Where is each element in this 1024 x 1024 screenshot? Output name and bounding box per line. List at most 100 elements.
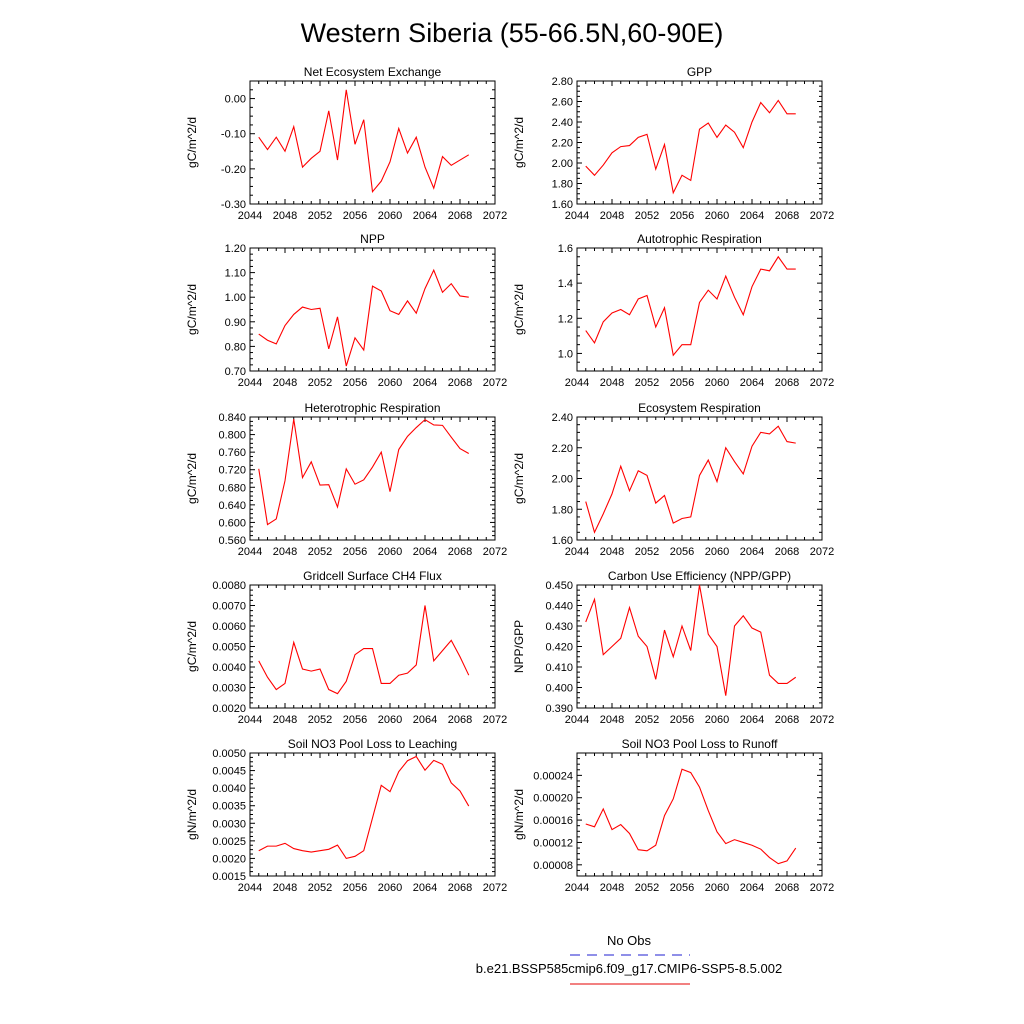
y-axis-label: gC/m^2/d — [185, 117, 199, 168]
y-tick-label: 2.40 — [552, 117, 573, 129]
x-tick-label: 2060 — [378, 546, 402, 558]
x-tick-label: 2052 — [635, 377, 659, 389]
legend-label-model: b.e21.BSSP585cmip6.f09_g17.CMIP6-SSP5-8.… — [476, 961, 782, 976]
chart-title: Heterotrophic Respiration — [304, 401, 440, 415]
y-tick-label: 1.2 — [558, 313, 573, 325]
x-tick-label: 2060 — [378, 210, 402, 222]
x-tick-label: 2064 — [413, 210, 437, 222]
y-tick-label: 0.640 — [218, 500, 246, 512]
x-tick-label: 2044 — [238, 882, 262, 894]
y-tick-label: 0.0020 — [212, 703, 246, 715]
x-tick-label: 2068 — [448, 546, 472, 558]
x-tick-label: 2052 — [635, 210, 659, 222]
x-tick-label: 2072 — [810, 210, 834, 222]
plot-frame — [576, 80, 823, 205]
chart-gpp: GPP gC/m^2/d 2044 2048 2052 2056 2060 2064 2068 2… — [512, 65, 834, 222]
x-tick-label: 2072 — [483, 714, 507, 726]
y-tick-label: 1.6 — [558, 243, 573, 255]
x-tick-label: 2048 — [273, 377, 297, 389]
x-tick-label: 2052 — [308, 714, 332, 726]
y-tick-label: 1.0 — [558, 348, 573, 360]
y-axis-label: gC/m^2/d — [512, 284, 526, 335]
x-tick-label: 2056 — [670, 210, 694, 222]
x-tick-label: 2064 — [740, 377, 764, 389]
legend-label-no-obs: No Obs — [607, 933, 652, 948]
x-tick-label: 2044 — [565, 210, 589, 222]
x-tick-label: 2048 — [273, 546, 297, 558]
y-tick-label: 0.0015 — [212, 871, 246, 883]
x-tick-label: 2056 — [670, 714, 694, 726]
y-tick-label: 1.80 — [552, 179, 573, 191]
chart-ecosystem-respiration: Ecosystem Respiration gC/m^2/d 2044 2048 205… — [512, 401, 834, 558]
y-tick-label: 0.0030 — [212, 818, 246, 830]
y-tick-label: -0.30 — [221, 199, 246, 211]
x-tick-label: 2072 — [810, 714, 834, 726]
x-tick-label: 2056 — [343, 714, 367, 726]
y-tick-label: 1.4 — [558, 278, 573, 290]
y-tick-label: 0.450 — [545, 580, 573, 592]
plot-frame — [249, 584, 496, 709]
x-tick-label: 2052 — [308, 210, 332, 222]
x-tick-label: 2056 — [343, 377, 367, 389]
x-tick-label: 2044 — [565, 714, 589, 726]
x-tick-label: 2060 — [705, 714, 729, 726]
x-tick-label: 2064 — [413, 377, 437, 389]
x-tick-label: 2072 — [483, 210, 507, 222]
x-tick-label: 2044 — [238, 210, 262, 222]
y-tick-label: 1.80 — [552, 504, 573, 516]
chart-title: Soil NO3 Pool Loss to Runoff — [622, 737, 779, 751]
series-line-soil-no3-pool-loss-to-leaching — [258, 755, 470, 860]
y-tick-label: 0.410 — [545, 662, 573, 674]
x-tick-label: 2072 — [810, 882, 834, 894]
x-tick-label: 2052 — [635, 714, 659, 726]
chart-npp: NPP gC/m^2/d 2044 2048 2052 2056 2060 2064 2068 2… — [185, 232, 507, 389]
y-tick-label: 0.00016 — [533, 815, 573, 827]
y-tick-label: 0.0050 — [212, 748, 246, 760]
chart-carbon-use-efficiency-npp-gpp: Carbon Use Efficiency (NPP/GPP) NPP/GPP 20… — [512, 569, 834, 726]
series-line-heterotrophic-respiration — [258, 418, 470, 526]
y-tick-label: 2.00 — [552, 474, 573, 486]
panels: Net Ecosystem Exchange gC/m^2/d 2044 2048 20… — [185, 65, 834, 894]
y-tick-label: 2.60 — [552, 97, 573, 109]
y-tick-label: 0.0020 — [212, 853, 246, 865]
y-tick-label: 0.90 — [225, 317, 246, 329]
y-tick-label: 0.440 — [545, 601, 573, 613]
x-tick-label: 2048 — [600, 546, 624, 558]
series-line-net-ecosystem-exchange — [258, 89, 470, 194]
y-tick-label: 1.00 — [225, 292, 246, 304]
y-tick-label: 0.720 — [218, 465, 246, 477]
x-tick-label: 2064 — [740, 546, 764, 558]
x-tick-label: 2048 — [600, 882, 624, 894]
x-tick-label: 2048 — [600, 714, 624, 726]
y-axis-label: gC/m^2/d — [512, 453, 526, 504]
x-tick-label: 2048 — [600, 210, 624, 222]
x-tick-label: 2056 — [343, 882, 367, 894]
y-tick-label: -0.20 — [221, 164, 246, 176]
x-tick-label: 2060 — [378, 714, 402, 726]
y-axis-label: gC/m^2/d — [185, 284, 199, 335]
x-tick-label: 2052 — [308, 377, 332, 389]
x-tick-label: 2064 — [740, 210, 764, 222]
plot-frame — [576, 584, 823, 709]
y-tick-label: 0.560 — [218, 535, 246, 547]
x-tick-label: 2052 — [635, 546, 659, 558]
x-tick-label: 2048 — [273, 714, 297, 726]
y-tick-label: 0.70 — [225, 366, 246, 378]
chart-title: Net Ecosystem Exchange — [304, 65, 442, 79]
series-line-gpp — [585, 99, 796, 195]
x-tick-label: 2060 — [705, 377, 729, 389]
x-tick-label: 2068 — [775, 714, 799, 726]
y-axis-label: NPP/GPP — [512, 620, 526, 673]
y-tick-label: 0.0050 — [212, 642, 246, 654]
x-tick-label: 2048 — [600, 377, 624, 389]
x-tick-label: 2064 — [413, 714, 437, 726]
y-axis-label: gC/m^2/d — [512, 117, 526, 168]
x-tick-label: 2060 — [705, 546, 729, 558]
x-tick-label: 2068 — [448, 882, 472, 894]
y-tick-label: 0.00008 — [533, 860, 573, 872]
x-tick-label: 2056 — [670, 546, 694, 558]
series-line-soil-no3-pool-loss-to-runoff — [585, 768, 797, 865]
x-tick-label: 2044 — [565, 882, 589, 894]
chart-title: Soil NO3 Pool Loss to Leaching — [288, 737, 457, 751]
plot-frame — [249, 247, 496, 372]
